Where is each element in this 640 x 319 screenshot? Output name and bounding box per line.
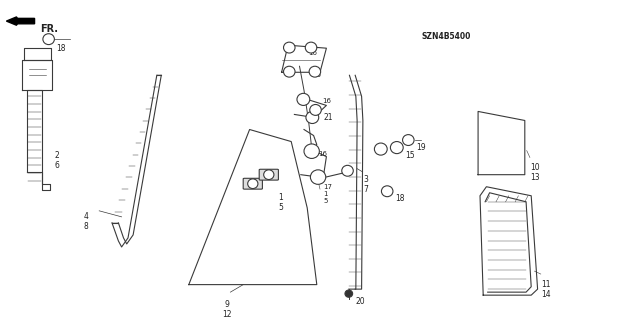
Ellipse shape [43, 34, 54, 45]
Text: 1
5: 1 5 [278, 193, 284, 212]
Text: 16: 16 [318, 151, 327, 157]
FancyBboxPatch shape [259, 169, 278, 180]
Ellipse shape [297, 93, 310, 106]
Ellipse shape [284, 66, 295, 77]
Text: 20: 20 [355, 297, 365, 306]
Text: 16: 16 [308, 50, 317, 56]
Ellipse shape [309, 66, 321, 77]
Text: 4
8: 4 8 [83, 212, 88, 231]
Ellipse shape [381, 186, 393, 197]
Text: FR.: FR. [40, 24, 58, 34]
Ellipse shape [306, 111, 319, 123]
Ellipse shape [403, 135, 414, 145]
Text: 10
13: 10 13 [530, 163, 540, 182]
Ellipse shape [284, 42, 295, 53]
Ellipse shape [342, 165, 353, 176]
Text: 3
7: 3 7 [364, 175, 369, 194]
Text: 17: 17 [323, 184, 332, 190]
Ellipse shape [264, 170, 274, 180]
Text: 15: 15 [405, 151, 415, 160]
Text: SZN4B5400: SZN4B5400 [421, 32, 470, 41]
Ellipse shape [374, 143, 387, 155]
Ellipse shape [345, 290, 353, 297]
Text: 11
14: 11 14 [541, 280, 550, 299]
Ellipse shape [310, 170, 326, 184]
Ellipse shape [390, 142, 403, 154]
Text: 21: 21 [323, 113, 333, 122]
Ellipse shape [248, 179, 258, 189]
Ellipse shape [304, 144, 319, 159]
Text: 16: 16 [322, 98, 331, 104]
Text: 19: 19 [416, 143, 426, 152]
Text: 18: 18 [56, 44, 66, 53]
Text: 16: 16 [312, 72, 321, 78]
Text: 2
6: 2 6 [54, 151, 60, 170]
FancyArrow shape [6, 17, 35, 25]
Ellipse shape [310, 105, 321, 115]
Text: 1
5: 1 5 [323, 191, 328, 204]
Text: 18: 18 [396, 194, 405, 203]
FancyBboxPatch shape [243, 178, 262, 189]
Text: 9
12: 9 12 [223, 300, 232, 319]
Ellipse shape [305, 42, 317, 53]
